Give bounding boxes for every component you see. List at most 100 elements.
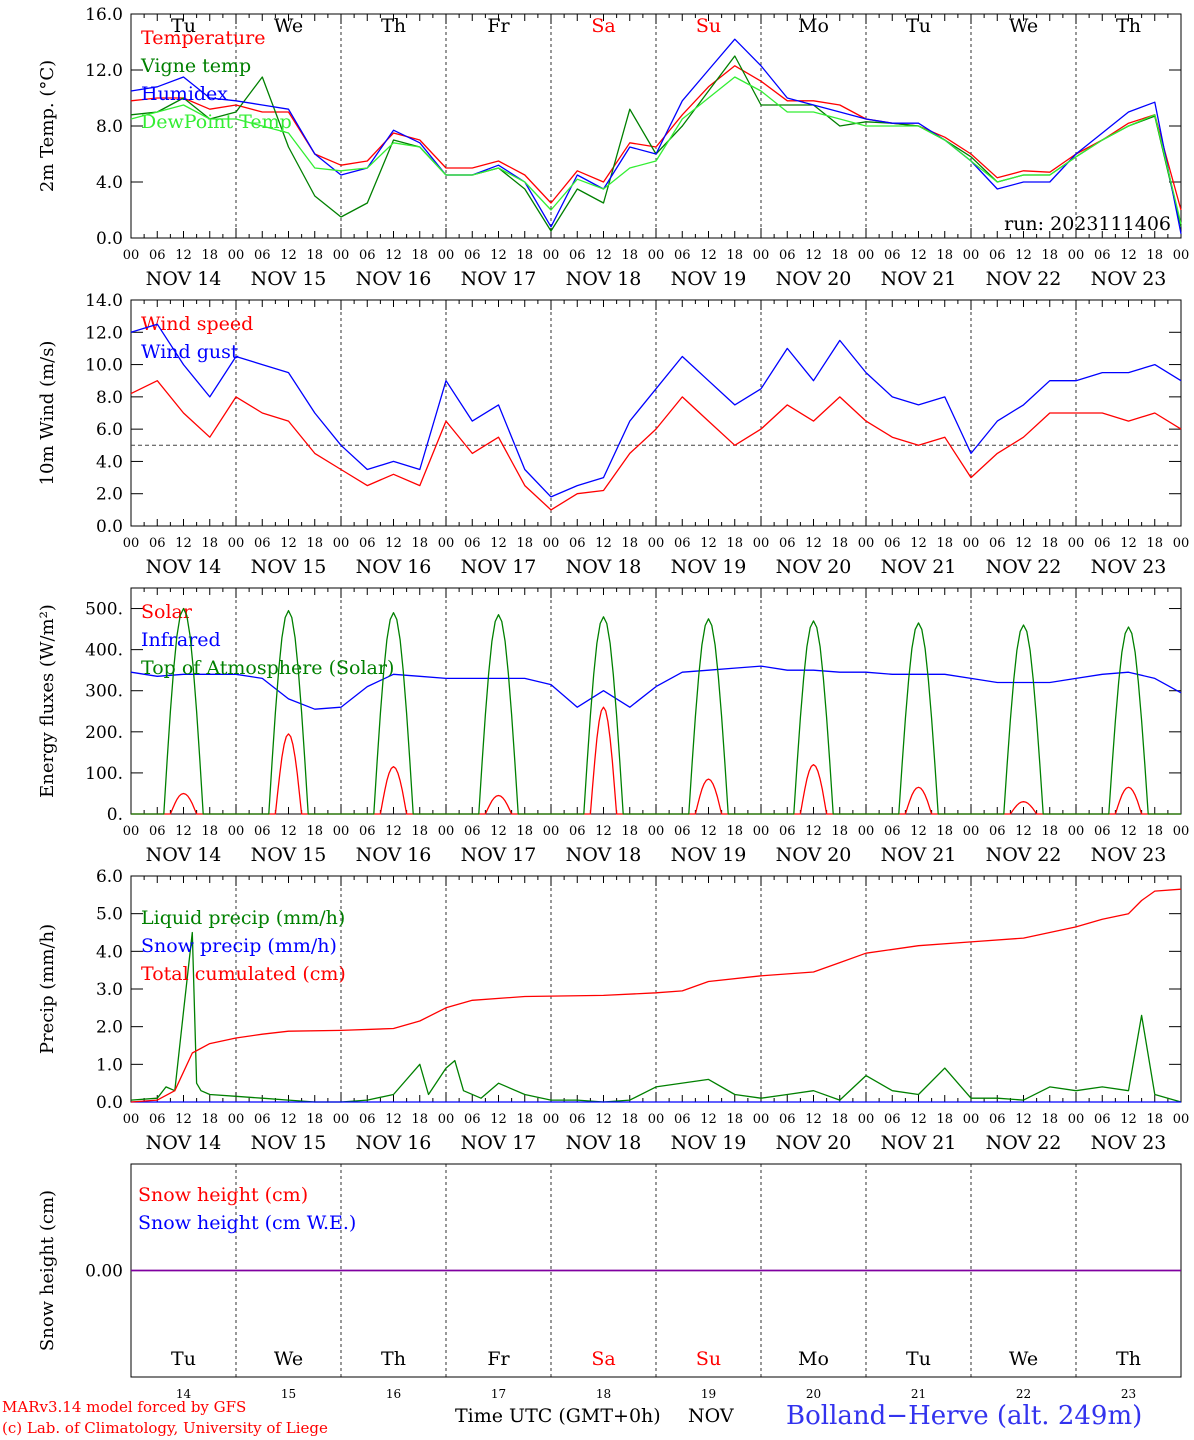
month-label: NOV [688, 1405, 734, 1427]
hour-tick-label: 00 [543, 536, 560, 551]
hour-tick-label: 18 [201, 536, 218, 551]
hour-tick-label: 12 [910, 536, 927, 551]
hour-tick-label: 06 [779, 536, 796, 551]
hour-tick-label: 06 [359, 824, 376, 839]
date-label: NOV 22 [986, 268, 1062, 290]
hour-tick-label: 12 [595, 824, 612, 839]
hour-tick-label: 12 [175, 248, 192, 263]
hour-tick-label: 06 [254, 1112, 271, 1127]
day-number: 15 [281, 1387, 296, 1401]
hour-tick-label: 00 [1068, 536, 1085, 551]
hour-tick-label: 18 [411, 824, 428, 839]
y-tick-label: 4.0 [96, 452, 123, 472]
weekday-label: Su [696, 1348, 721, 1370]
date-label: NOV 23 [1091, 1132, 1167, 1154]
hour-tick-label: 06 [464, 248, 481, 263]
date-label: NOV 20 [776, 268, 852, 290]
hour-tick-label: 12 [700, 536, 717, 551]
hour-tick-label: 06 [464, 1112, 481, 1127]
date-label: NOV 22 [986, 1132, 1062, 1154]
hour-tick-label: 12 [700, 1112, 717, 1127]
weekday-label: Fr [487, 15, 510, 37]
hour-tick-label: 18 [831, 824, 848, 839]
y-tick-label: 8.0 [96, 388, 123, 408]
hour-tick-label: 12 [1015, 536, 1032, 551]
hour-tick-label: 12 [490, 248, 507, 263]
hour-tick-label: 18 [1146, 536, 1163, 551]
hour-tick-label: 12 [910, 824, 927, 839]
hour-tick-label: 12 [280, 536, 297, 551]
date-label: NOV 18 [566, 844, 642, 866]
date-label: NOV 15 [251, 1132, 327, 1154]
hour-tick-label: 06 [254, 248, 271, 263]
hour-tick-label: 12 [385, 248, 402, 263]
day-number: 20 [806, 1387, 821, 1401]
hour-tick-label: 18 [726, 248, 743, 263]
y-tick-label: 2.0 [96, 1018, 123, 1038]
hour-tick-label: 18 [936, 248, 953, 263]
hour-tick-label: 18 [306, 824, 323, 839]
series-line-liquid-precip-mm-h [130, 931, 1182, 1103]
date-label: NOV 21 [881, 556, 957, 578]
legend-snow-precip-mm-h: Snow precip (mm/h) [141, 935, 337, 957]
y-tick-label: 6.0 [96, 867, 123, 887]
hour-tick-label: 18 [726, 536, 743, 551]
hour-tick-label: 18 [1041, 536, 1058, 551]
hour-tick-label: 18 [621, 824, 638, 839]
date-label: NOV 16 [356, 556, 432, 578]
y-tick-label: 400. [85, 641, 123, 661]
hour-tick-label: 00 [438, 824, 455, 839]
y-tick-label: 100. [85, 764, 123, 784]
hour-tick-label: 00 [963, 536, 980, 551]
date-label: NOV 22 [986, 556, 1062, 578]
y-tick-label: 12.0 [85, 61, 123, 81]
date-label: NOV 16 [356, 844, 432, 866]
legend-wind-speed: Wind speed [141, 313, 253, 335]
hour-tick-label: 00 [123, 248, 140, 263]
series-line-wind-speed [130, 380, 1182, 511]
hour-tick-label: 06 [674, 536, 691, 551]
hour-tick-label: 00 [123, 824, 140, 839]
weekday-label: Mo [798, 1348, 829, 1370]
hour-tick-label: 06 [569, 536, 586, 551]
hour-tick-label: 12 [490, 824, 507, 839]
day-number: 22 [1016, 1387, 1031, 1401]
hour-tick-label: 18 [621, 1112, 638, 1127]
y-tick-label: 300. [85, 682, 123, 702]
date-label: NOV 17 [461, 1132, 537, 1154]
hour-tick-label: 06 [149, 536, 166, 551]
y-tick-label: 10.0 [85, 356, 123, 376]
hour-tick-label: 00 [1173, 1112, 1190, 1127]
hour-tick-label: 12 [1120, 824, 1137, 839]
hour-tick-label: 00 [333, 536, 350, 551]
hour-tick-label: 06 [884, 824, 901, 839]
time-axis-label: Time UTC (GMT+0h) [455, 1405, 661, 1427]
hour-tick-label: 06 [779, 248, 796, 263]
date-label: NOV 14 [146, 1132, 222, 1154]
hour-tick-label: 00 [648, 248, 665, 263]
hour-tick-label: 06 [674, 1112, 691, 1127]
hour-tick-label: 12 [1120, 248, 1137, 263]
hour-tick-label: 18 [516, 1112, 533, 1127]
date-label: NOV 14 [146, 556, 222, 578]
date-label: NOV 21 [881, 1132, 957, 1154]
legend-total-cumulated-cm: Total cumulated (cm) [141, 963, 346, 985]
hour-tick-label: 18 [1146, 1112, 1163, 1127]
hour-tick-label: 06 [989, 824, 1006, 839]
day-number: 18 [596, 1387, 611, 1401]
y-axis-label: Precip (mm/h) [37, 924, 58, 1054]
series-line-solar [131, 706, 1181, 815]
hour-tick-label: 12 [280, 824, 297, 839]
date-label: NOV 18 [566, 1132, 642, 1154]
y-tick-label: 5.0 [96, 905, 123, 925]
hour-tick-label: 18 [1041, 1112, 1058, 1127]
date-label: NOV 14 [146, 268, 222, 290]
hour-tick-label: 12 [385, 536, 402, 551]
hour-tick-label: 06 [149, 824, 166, 839]
hour-tick-label: 00 [543, 248, 560, 263]
y-tick-label: 200. [85, 723, 123, 743]
hour-tick-label: 12 [490, 536, 507, 551]
hour-tick-label: 00 [1068, 824, 1085, 839]
hour-tick-label: 18 [1146, 248, 1163, 263]
hour-tick-label: 00 [1173, 824, 1190, 839]
